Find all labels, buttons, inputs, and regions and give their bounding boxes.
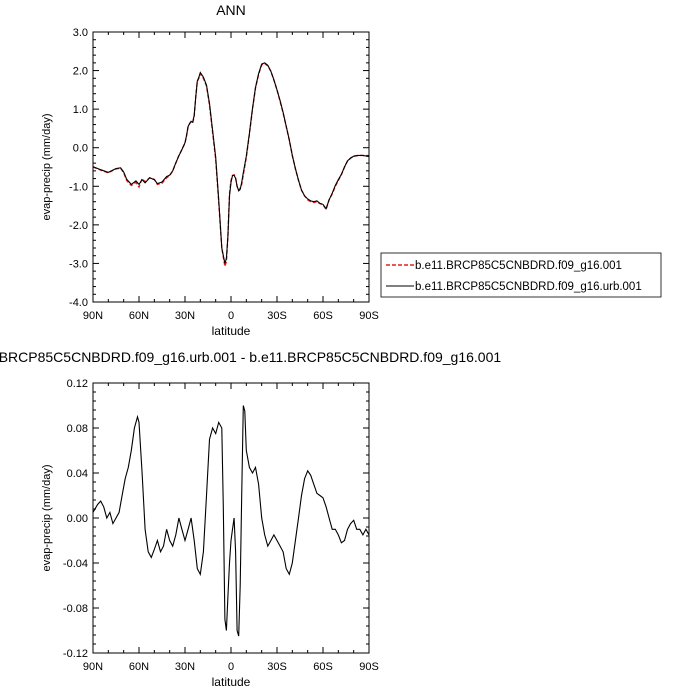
legend-label-1: b.e11.BRCP85C5CNBDRD.f09_g16.urb.001 xyxy=(415,281,642,293)
y-tick-label: 0.04 xyxy=(67,468,88,480)
x-tick-label: 60N xyxy=(129,661,149,673)
plot-frame xyxy=(92,31,370,303)
x-tick-label: 30S xyxy=(267,661,287,673)
series-line-0 xyxy=(92,62,370,267)
x-axis-label: latitude xyxy=(212,324,251,338)
x-tick-label: 90N xyxy=(83,661,103,673)
y-tick-label: -0.08 xyxy=(63,603,88,615)
legend: b.e11.BRCP85C5CNBDRD.f09_g16.001 b.e11.BR… xyxy=(380,252,662,298)
y-tick-label: -0.12 xyxy=(63,648,88,660)
y-tick-label: 1.0 xyxy=(73,104,88,116)
top-panel: ANN -4.0 -3.0 -2.0 -1.0 0.0 1.0 2.0 3.0 90N 60N 30N… xyxy=(41,2,662,338)
x-tick-label: 30N xyxy=(175,661,195,673)
bottom-panel: b.e11.BRCP85C5CNBDRD.f09_g16.urb.001 - b… xyxy=(0,349,501,689)
y-tick-label: 2.0 xyxy=(73,66,88,78)
x-axis-label: latitude xyxy=(212,675,251,689)
series-line-0 xyxy=(92,405,370,637)
y-tick-label: -1.0 xyxy=(69,181,88,193)
y-tick-label: 0.12 xyxy=(67,378,88,390)
y-tick-label: 0.00 xyxy=(67,513,88,525)
y-tick-label: -4.0 xyxy=(69,297,88,309)
legend-label-0: b.e11.BRCP85C5CNBDRD.f09_g16.001 xyxy=(415,260,622,272)
x-tick-label: 30S xyxy=(267,310,287,322)
x-tick-label: 90N xyxy=(83,310,103,322)
y-tick-label: -3.0 xyxy=(69,258,88,270)
y-tick-label: 0.08 xyxy=(67,423,88,435)
x-tick-label: 60S xyxy=(313,661,333,673)
y-tick-label: 3.0 xyxy=(73,27,88,39)
legend-box xyxy=(380,252,662,298)
x-tick-label: 60S xyxy=(313,310,333,322)
plot-frame xyxy=(92,382,370,654)
y-axis-label: evap-precip (mm/day) xyxy=(41,465,53,572)
x-tick-label: 90S xyxy=(359,661,379,673)
y-tick-label: -2.0 xyxy=(69,220,88,232)
y-tick-label: 0.0 xyxy=(73,143,88,155)
chart-title: b.e11.BRCP85C5CNBDRD.f09_g16.urb.001 - b… xyxy=(0,349,501,365)
x-tick-label: 0 xyxy=(228,310,234,322)
y-tick-label: -0.04 xyxy=(63,558,88,570)
x-tick-label: 60N xyxy=(129,310,149,322)
chart-title: ANN xyxy=(216,2,246,18)
series-line-1 xyxy=(92,62,370,264)
y-axis-label: evap-precip (mm/day) xyxy=(41,114,53,221)
x-tick-label: 30N xyxy=(175,310,195,322)
x-tick-label: 90S xyxy=(359,310,379,322)
x-tick-label: 0 xyxy=(228,661,234,673)
